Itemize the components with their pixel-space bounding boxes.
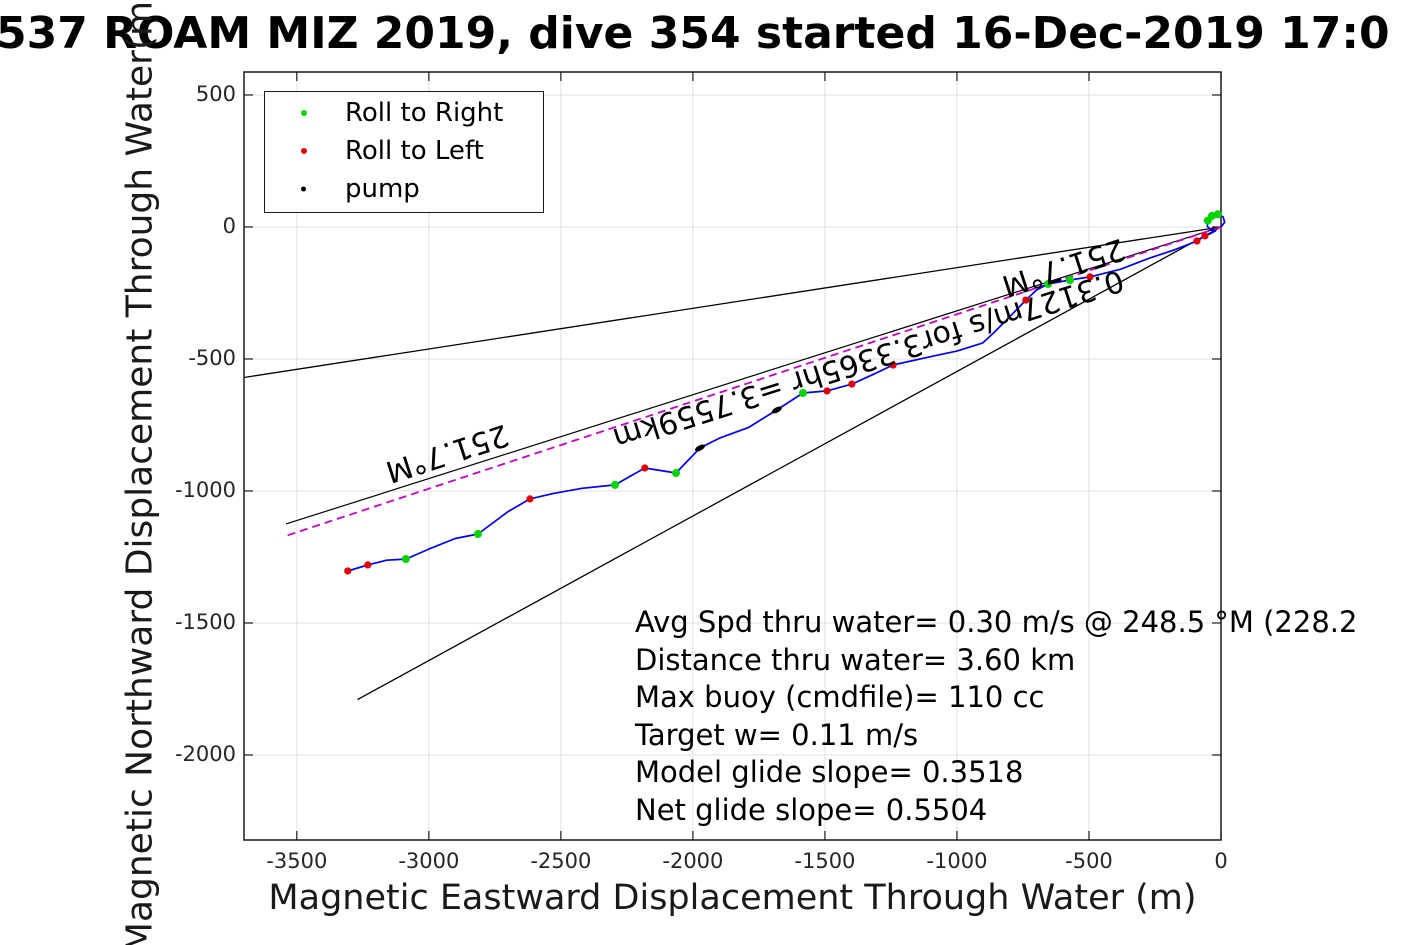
stats-line: Avg Spd thru water= 0.30 m/s @ 248.5 °M … <box>635 605 1358 639</box>
x-tick-label: -3500 <box>266 849 328 873</box>
roll-to-left-marker <box>1086 273 1094 281</box>
roll-to-right-marker <box>1044 279 1053 288</box>
x-tick-label: -3000 <box>398 849 460 873</box>
legend-label: Roll to Left <box>345 136 484 166</box>
legend-marker-dot <box>301 186 306 192</box>
roll-to-right-marker <box>1203 216 1212 225</box>
roll-to-right-marker <box>799 389 808 398</box>
roll-to-left-marker <box>1022 296 1030 304</box>
legend-label: Roll to Right <box>345 98 504 128</box>
roll-to-right-marker <box>473 530 482 539</box>
course-corridor-upper <box>243 226 1222 379</box>
x-tick-label: -1500 <box>794 849 856 873</box>
x-axis-label: Magnetic Eastward Displacement Through W… <box>268 878 1197 918</box>
legend-marker-dot <box>301 148 307 154</box>
roll-to-left-marker <box>364 561 372 569</box>
x-tick-label: 0 <box>1214 849 1228 873</box>
dive-track-through-water <box>347 213 1226 572</box>
roll-to-left-marker <box>641 464 649 472</box>
stats-line: Max buoy (cmdfile)= 110 cc <box>635 680 1045 715</box>
x-tick-label: -2500 <box>530 849 592 873</box>
pump-marker <box>695 444 706 452</box>
stats-line: Model glide slope= 0.3518 <box>635 755 1024 790</box>
roll-to-left-marker <box>526 495 534 503</box>
desired-bearing-line <box>285 226 1222 537</box>
dive-stats-block: Avg Spd thru water= 0.30 m/s @ 248.5 °M … <box>635 604 1357 830</box>
legend-item-pump: pump <box>265 170 543 208</box>
stats-line: Net glide slope= 0.5504 <box>635 792 988 827</box>
roll-to-left-marker <box>889 361 897 369</box>
course-made-good <box>285 226 1222 525</box>
y-tick-label: -500 <box>188 345 236 370</box>
roll-to-right-marker <box>610 480 619 489</box>
legend-item-roll-to-left: Roll to Left <box>265 132 543 170</box>
roll-to-left-marker <box>1193 237 1201 245</box>
legend-label: pump <box>345 174 420 204</box>
roll-to-right-marker <box>671 469 680 478</box>
roll-to-left-marker <box>823 387 831 395</box>
y-tick-label: -1000 <box>174 477 236 502</box>
y-tick-label: -2000 <box>174 741 236 766</box>
roll-to-right-marker <box>1065 276 1074 285</box>
bearing-label-left: 251.7°M <box>381 417 512 489</box>
legend-item-roll-to-right: Roll to Right <box>265 94 543 132</box>
roll-to-right-marker <box>401 555 410 564</box>
x-tick-label: -2000 <box>662 849 724 873</box>
roll-to-left-marker <box>848 380 856 388</box>
y-tick-label: 0 <box>222 213 236 238</box>
pump-marker <box>771 406 782 414</box>
legend-marker-dot <box>301 110 307 116</box>
x-tick-label: -1000 <box>926 849 988 873</box>
stats-line: Distance thru water= 3.60 km <box>635 642 1076 677</box>
figure-title: 537 ROAM MIZ 2019, dive 354 started 16-D… <box>0 8 1390 59</box>
x-tick-label: -500 <box>1065 849 1113 873</box>
roll-to-left-marker <box>344 567 352 575</box>
course-corridor-lower <box>357 226 1222 701</box>
y-tick-label: -1500 <box>174 609 236 634</box>
stats-line: Target w= 0.11 m/s <box>635 717 919 752</box>
y-tick-label: 500 <box>195 81 236 106</box>
y-axis-label: Magnetic Northward Displacement Through … <box>119 0 161 945</box>
roll-to-left-marker <box>1201 232 1209 240</box>
axes-box <box>243 71 1222 841</box>
legend-box: Roll to Right Roll to Left pump <box>264 91 544 213</box>
